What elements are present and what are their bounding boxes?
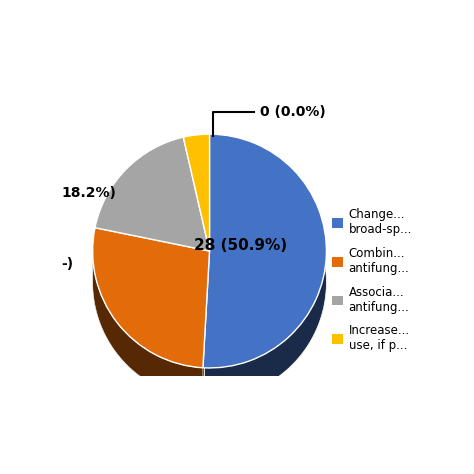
- Text: 28 (50.9%): 28 (50.9%): [194, 238, 287, 253]
- Polygon shape: [92, 259, 210, 399]
- Text: 18.2%): 18.2%): [62, 186, 116, 200]
- Polygon shape: [92, 251, 203, 399]
- Polygon shape: [203, 165, 327, 399]
- Wedge shape: [183, 134, 210, 251]
- Wedge shape: [95, 137, 210, 251]
- Wedge shape: [203, 134, 327, 368]
- Wedge shape: [92, 228, 210, 368]
- Polygon shape: [183, 165, 210, 282]
- Text: -): -): [62, 257, 73, 272]
- Polygon shape: [95, 168, 210, 282]
- Text: 0 (0.0%): 0 (0.0%): [260, 105, 325, 119]
- Legend: Change...
broad-sp..., Combin...
antifung..., Associa...
antifung..., Increase..: Change... broad-sp..., Combin... antifun…: [329, 206, 414, 355]
